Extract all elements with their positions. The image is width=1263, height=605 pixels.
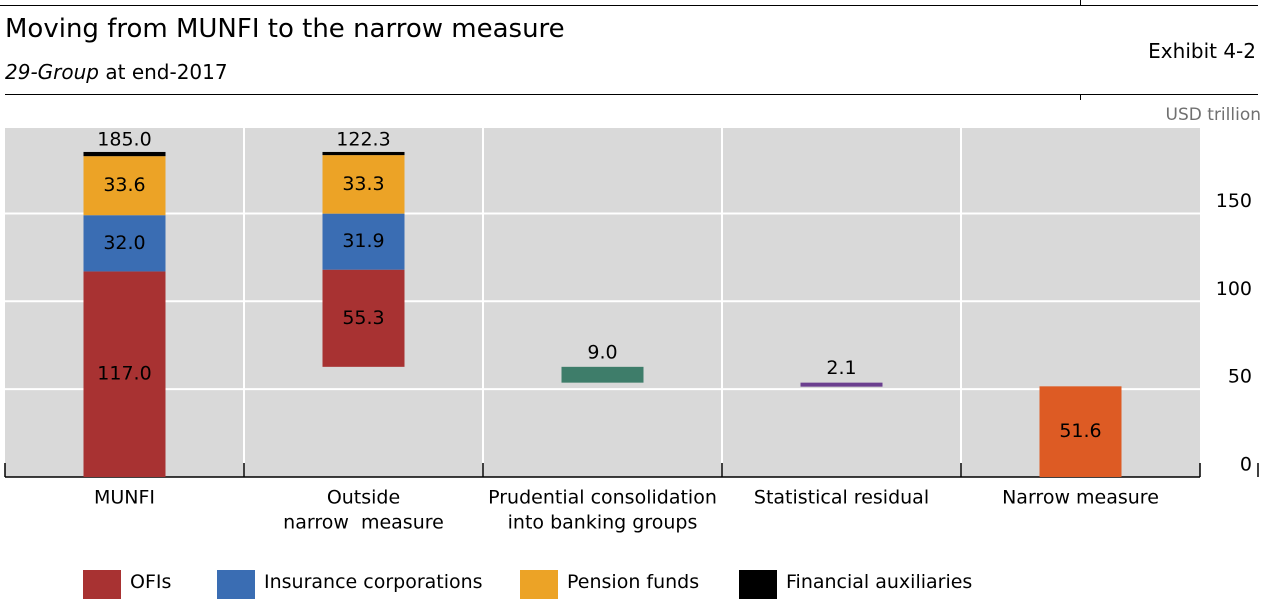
subtitle-date: at end-2017 bbox=[99, 60, 228, 84]
bar-segment-pension-funds bbox=[322, 155, 405, 214]
y-tick-label: 0 bbox=[1240, 454, 1252, 476]
y-tick-label: 150 bbox=[1216, 190, 1252, 212]
bar-value-label: 33.3 bbox=[342, 173, 384, 195]
subtitle-group: 29-Group bbox=[5, 60, 99, 84]
bar-segment-insurance-corporations bbox=[322, 213, 405, 270]
x-category-label: narrow measure bbox=[283, 512, 444, 534]
legend-swatch-pension bbox=[520, 570, 558, 599]
legend-label-pension: Pension funds bbox=[567, 571, 700, 593]
exhibit-number: Exhibit 4-2 bbox=[1148, 39, 1256, 63]
plot-panel bbox=[5, 128, 1200, 477]
bar-total-label: 185.0 bbox=[97, 128, 151, 150]
bar-segment-financial-auxiliaries bbox=[83, 151, 166, 157]
header-rule-tick bbox=[1080, 94, 1081, 100]
bar-total-label: 122.3 bbox=[336, 128, 390, 150]
x-category-label: MUNFI bbox=[94, 487, 155, 509]
bar-segment-pension-funds bbox=[83, 156, 166, 216]
legend-swatch-ofis bbox=[83, 570, 121, 599]
legend-label-auxiliaries: Financial auxiliaries bbox=[786, 571, 973, 593]
bar-value-label: 31.9 bbox=[342, 230, 384, 252]
x-category-label: Outside bbox=[327, 487, 400, 509]
bar-segment-insurance-corporations bbox=[83, 215, 166, 272]
bar-floating bbox=[561, 366, 644, 383]
legend-label-insurance: Insurance corporations bbox=[264, 571, 483, 593]
chart-title: Moving from MUNFI to the narrow measure bbox=[5, 14, 565, 44]
legend-label-ofis: OFIs bbox=[130, 571, 172, 593]
unit-label: USD trillion bbox=[1165, 105, 1261, 125]
bar-segment-ofis bbox=[322, 269, 405, 367]
legend-swatch-insurance bbox=[217, 570, 255, 599]
bar-value-label: 2.1 bbox=[826, 357, 856, 379]
y-tick-label: 50 bbox=[1228, 366, 1252, 388]
bar-value-label: 9.0 bbox=[587, 341, 617, 363]
x-category-label: Prudential consolidation bbox=[488, 487, 717, 509]
top-rule bbox=[0, 5, 1258, 6]
x-category-label: into banking groups bbox=[508, 512, 698, 534]
bar-value-label: 33.6 bbox=[103, 174, 145, 196]
chart-svg: 0 50 100 150 117.0 32.0 33.6 185.0 55.3 31.9 33.3 1… bbox=[4, 128, 1259, 534]
bar-value-label: 51.6 bbox=[1059, 420, 1101, 442]
header-rule bbox=[5, 94, 1258, 95]
bar-segment-ofis bbox=[83, 271, 166, 477]
x-category-label: Statistical residual bbox=[754, 487, 929, 509]
legend-swatch-auxiliaries bbox=[739, 570, 777, 599]
bar-segment-financial-auxiliaries bbox=[322, 151, 405, 156]
bar-value-label: 117.0 bbox=[97, 363, 151, 385]
bar-value-label: 32.0 bbox=[103, 232, 145, 254]
y-tick-label: 100 bbox=[1216, 278, 1252, 300]
top-rule-tick bbox=[1080, 0, 1081, 6]
bar-segment-narrow-measure bbox=[1039, 386, 1122, 477]
chart-subtitle: 29-Group at end-2017 bbox=[5, 59, 228, 85]
bar-floating bbox=[800, 382, 883, 387]
bar-value-label: 55.3 bbox=[342, 307, 384, 329]
x-category-label: Narrow measure bbox=[1002, 487, 1159, 509]
